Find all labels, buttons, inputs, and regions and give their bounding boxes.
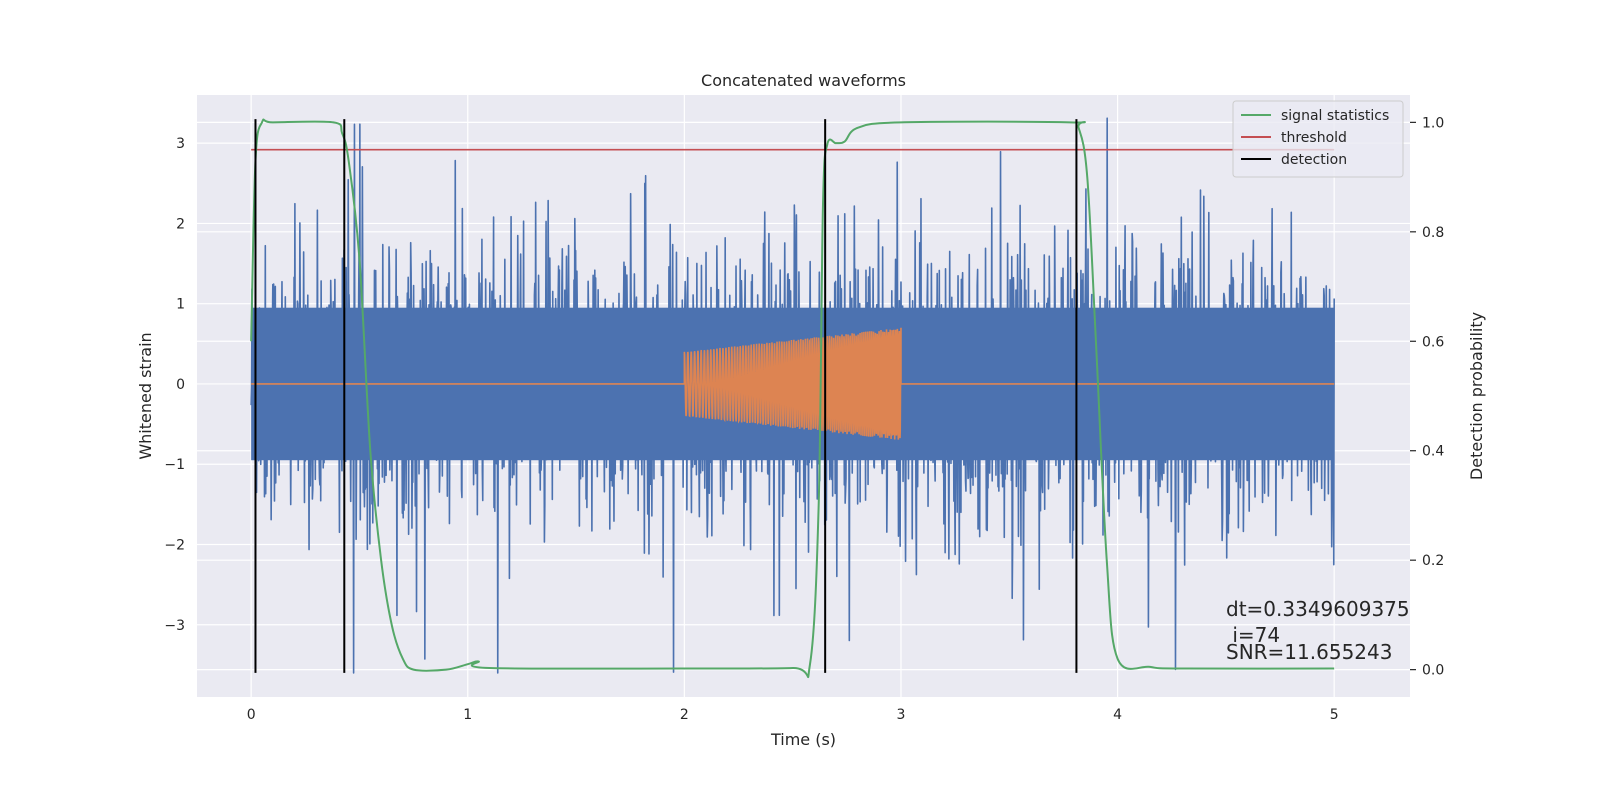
y-right-tick-label: 0.2: [1422, 553, 1444, 569]
y-left-tick-label: 0: [176, 377, 185, 393]
y-right-tick-label: 0.0: [1422, 663, 1444, 679]
y-left-tick-label: −3: [164, 618, 185, 634]
x-tick-label: 1: [463, 707, 472, 723]
x-tick-label: 0: [247, 707, 256, 723]
y-left-tick-label: 2: [176, 216, 185, 232]
signal-statistics-line: [250, 118, 1335, 679]
legend-label-signal-statistics: signal statistics: [1281, 108, 1389, 124]
legend-box: [1232, 100, 1404, 178]
y-left-axis-ticks: −3 −2 −1 0 1 2 3: [164, 136, 185, 634]
y-right-tick-label: 0.4: [1422, 444, 1444, 460]
annotation-dt: dt=0.3349609375: [1226, 597, 1410, 621]
legend-label-threshold: threshold: [1281, 130, 1347, 146]
y-left-tick-label: 1: [176, 297, 185, 313]
legend-items: signal statistics threshold detection: [1241, 108, 1389, 168]
y-left-axis-title: Whitened strain: [136, 332, 155, 459]
y-right-axis-ticks: 0.0 0.2 0.4 0.6 0.8 1.0: [1410, 115, 1444, 679]
y-left-tick-label: −1: [164, 457, 185, 473]
x-tick-label: 5: [1330, 707, 1339, 723]
y-left-tick-label: −2: [164, 537, 185, 553]
y-right-tick-label: 0.6: [1422, 334, 1444, 350]
y-right-axis-title: Detection probability: [1467, 312, 1486, 480]
x-axis-ticks: 0 1 2 3 4 5: [247, 707, 1339, 723]
x-tick-label: 3: [897, 707, 906, 723]
y-right-tick-label: 1.0: [1422, 115, 1444, 131]
y-right-tick-label: 0.8: [1422, 225, 1444, 241]
legend-label-detection: detection: [1281, 152, 1347, 168]
annotation-index: i=74: [1226, 623, 1280, 647]
annotation: dt=0.3349609375 i=74 SNR=11.655243: [1226, 597, 1410, 664]
chirp-line: [251, 327, 1335, 440]
x-tick-label: 2: [680, 707, 689, 723]
series-layer: [250, 118, 1335, 679]
x-tick-label: 4: [1113, 707, 1122, 723]
legend: signal statistics threshold detection: [1232, 100, 1404, 178]
chart-title: Concatenated waveforms: [701, 71, 906, 90]
y-left-tick-label: 3: [176, 136, 185, 152]
annotation-snr: SNR=11.655243: [1226, 640, 1392, 664]
x-axis-title: Time (s): [770, 730, 836, 749]
